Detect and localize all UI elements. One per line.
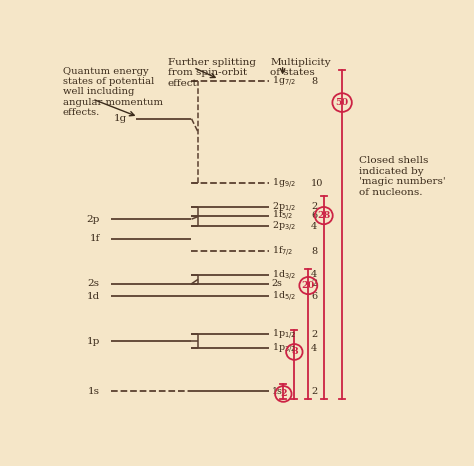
Text: 2p: 2p — [86, 215, 100, 224]
Text: 1s: 1s — [88, 387, 100, 396]
Text: Closed shells
indicated by
'magic numbers'
of nucleons.: Closed shells indicated by 'magic number… — [359, 157, 445, 197]
Text: 8: 8 — [311, 76, 317, 86]
Text: 4: 4 — [311, 270, 317, 279]
Text: 20: 20 — [301, 281, 315, 290]
Text: 2: 2 — [311, 387, 317, 396]
Text: $\mathregular{2p}_{1/2}$: $\mathregular{2p}_{1/2}$ — [272, 200, 295, 213]
Text: 1p: 1p — [86, 336, 100, 346]
Text: $\mathregular{1g}_{7/2}$: $\mathregular{1g}_{7/2}$ — [272, 74, 295, 88]
Text: 50: 50 — [336, 98, 349, 107]
Text: 8: 8 — [291, 348, 298, 356]
Text: 10: 10 — [311, 179, 323, 188]
Text: 2: 2 — [311, 279, 317, 288]
Text: 1f: 1f — [89, 234, 100, 243]
Text: 8: 8 — [311, 247, 317, 256]
Text: 2: 2 — [280, 390, 287, 398]
Text: 1s: 1s — [272, 387, 283, 396]
Text: $\mathregular{1p}_{1/2}$: $\mathregular{1p}_{1/2}$ — [272, 327, 295, 341]
Text: 4: 4 — [311, 344, 317, 353]
Text: $\mathregular{2p}_{3/2}$: $\mathregular{2p}_{3/2}$ — [272, 219, 295, 233]
Text: $\mathregular{1d}_{5/2}$: $\mathregular{1d}_{5/2}$ — [272, 289, 295, 303]
Text: $\mathregular{1g}_{9/2}$: $\mathregular{1g}_{9/2}$ — [272, 177, 295, 190]
Text: Quantum energy
states of potential
well including
angular momentum
effects.: Quantum energy states of potential well … — [63, 67, 163, 117]
Text: 6: 6 — [311, 211, 317, 220]
Text: $\mathregular{1p}_{3/2}$: $\mathregular{1p}_{3/2}$ — [272, 342, 295, 355]
Text: 2s: 2s — [88, 279, 100, 288]
Text: Further splitting
from spin-orbit
effect: Further splitting from spin-orbit effect — [168, 58, 255, 88]
Text: 4: 4 — [311, 222, 317, 231]
Text: $\mathregular{1d}_{3/2}$: $\mathregular{1d}_{3/2}$ — [272, 268, 295, 282]
Text: 6: 6 — [311, 292, 317, 301]
Text: 2: 2 — [311, 202, 317, 211]
Text: Multiplicity
of states: Multiplicity of states — [271, 58, 331, 77]
Text: 1d: 1d — [86, 292, 100, 301]
Text: 28: 28 — [317, 211, 330, 220]
Text: 2s: 2s — [272, 279, 283, 288]
Text: 1g: 1g — [114, 114, 127, 123]
Text: $\mathregular{1f}_{5/2}$: $\mathregular{1f}_{5/2}$ — [272, 209, 293, 222]
Text: $\mathregular{1f}_{7/2}$: $\mathregular{1f}_{7/2}$ — [272, 245, 293, 258]
Text: 2: 2 — [311, 329, 317, 338]
